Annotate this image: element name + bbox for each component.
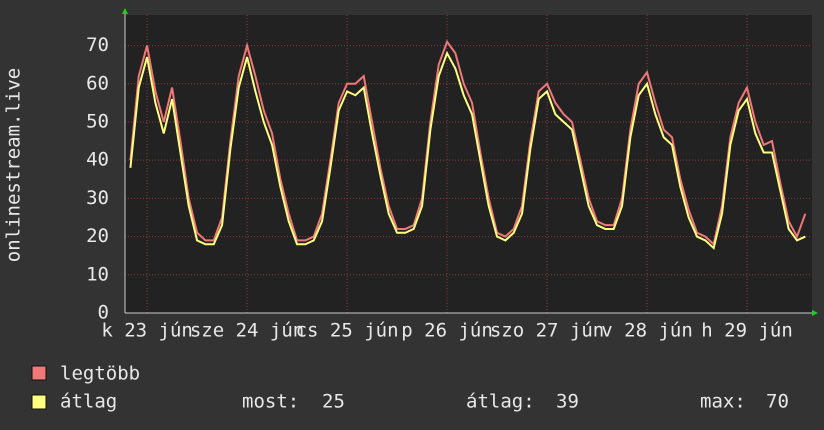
x-tick-label: k 23 jún: [101, 320, 193, 342]
y-tick-label: 60: [86, 72, 109, 94]
x-tick-label: cs 25 jún: [296, 320, 399, 342]
stat-value: 39: [556, 391, 579, 413]
y-tick-label: 70: [86, 34, 109, 56]
legend-swatch: [31, 394, 47, 410]
y-axis-label: onlinestream.live: [3, 68, 25, 262]
x-tick-label: h 29 jún: [701, 320, 793, 342]
x-tick-label: szo 27 jún: [490, 320, 604, 342]
stat-label: átlag:: [466, 391, 535, 413]
legend-swatch: [31, 365, 47, 381]
series-line: [129, 39, 807, 247]
plot-area: [125, 15, 812, 313]
y-tick-label: 10: [86, 263, 109, 285]
stat-label: most:: [242, 391, 299, 413]
x-tick-label: sze 24 jún: [190, 320, 304, 342]
y-tick-label: 0: [98, 302, 109, 324]
legend-label: legtöbb: [60, 363, 140, 385]
stat-value: 70: [766, 391, 789, 413]
x-tick-label: v 28 jún: [601, 320, 693, 342]
legend-label: átlag: [60, 391, 117, 413]
y-tick-label: 40: [86, 149, 109, 171]
y-tick-label: 50: [86, 110, 109, 132]
y-tick-label: 20: [86, 225, 109, 247]
x-arrow: [812, 310, 818, 316]
y-tick-label: 30: [86, 187, 109, 209]
y-arrow: [122, 8, 128, 14]
stat-label: max:: [700, 391, 746, 413]
stat-value: 25: [322, 391, 345, 413]
x-tick-label: p 26 jún: [401, 320, 493, 342]
series-line: [129, 50, 806, 250]
